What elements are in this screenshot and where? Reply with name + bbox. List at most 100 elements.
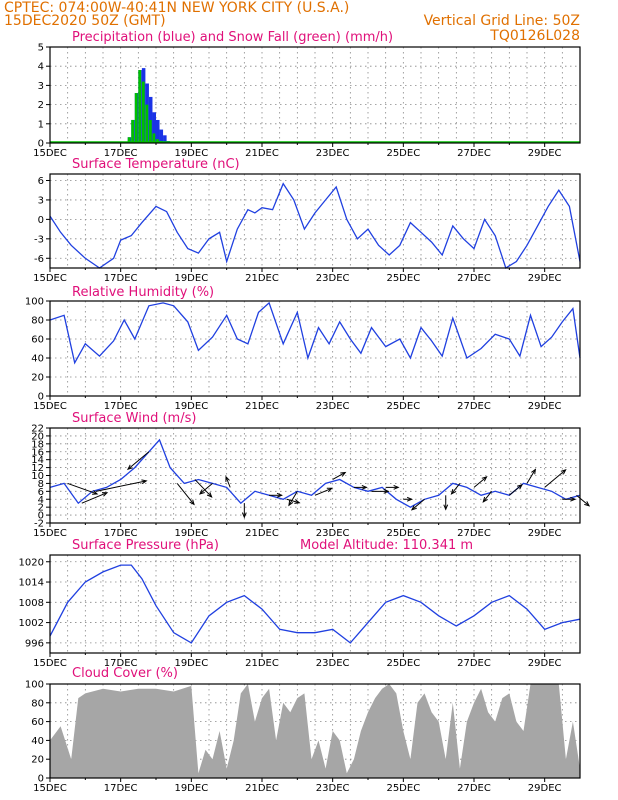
temp-xtick-label: 19DEC [174, 273, 208, 284]
pres-altitude: Model Altitude: 110.341 m [300, 538, 473, 553]
wind-arrow [526, 469, 536, 484]
wind-arrow [199, 483, 213, 495]
wind-arrow-head [531, 468, 537, 475]
wind-arrow [288, 491, 298, 506]
header-grid-note: Vertical Grid Line: 50Z [424, 13, 580, 29]
rh-line [49, 301, 581, 365]
precip-bar [159, 129, 164, 143]
wind-arrow [314, 487, 332, 496]
wind-arrow [451, 483, 461, 495]
panel-precipitation: Precipitation (blue) and Snow Fall (gree… [33, 30, 581, 159]
cloud-xtick-label: 15DEC [33, 783, 67, 794]
snow-bar [148, 119, 152, 143]
cloud-ytick-label: 0 [38, 774, 44, 785]
pres-xtick-label: 23DEC [316, 658, 350, 669]
cloud-area [50, 684, 580, 778]
wind-arrow [81, 492, 108, 504]
wind-xtick-label: 19DEC [174, 528, 208, 539]
rh-xtick-label: 17DEC [104, 401, 138, 412]
temp-ytick-label: 6 [38, 176, 44, 187]
panel-wind: Surface Wind (m/s) -20246810121416182022… [31, 411, 591, 539]
wind-ytick-label: 2 [38, 503, 44, 514]
pres-ytick-label: 1020 [19, 557, 44, 568]
wind-arrow-head [517, 483, 523, 490]
wind-arrow-head [481, 476, 488, 482]
wind-arrow-head [198, 489, 205, 495]
wind-arrow-head [276, 492, 283, 498]
wind-xtick-label: 17DEC [104, 528, 138, 539]
wind-ytick-label: 18 [31, 439, 44, 450]
wind-arrow [482, 491, 493, 503]
pres-xtick-label: 19DEC [174, 658, 208, 669]
wind-title: Surface Wind (m/s) [72, 411, 196, 426]
snow-bar [156, 139, 159, 143]
wind-xtick-label: 15DEC [33, 528, 67, 539]
temp-plot: -6 -3 0 3 6 15DEC 17DEC 19DEC 21DEC 23DEC 25DEC 27D… [33, 173, 581, 284]
temp-line [49, 182, 581, 269]
precip-xtick-label: 15DEC [33, 148, 67, 159]
precip-ytick-label: 2 [38, 100, 44, 111]
cloud-xtick-label: 25DEC [386, 783, 420, 794]
rh-xtick-label: 19DEC [174, 401, 208, 412]
wind-arrow-head [584, 501, 591, 507]
wind-ytick-label: 14 [31, 455, 44, 466]
wind-arrow-head [393, 484, 400, 490]
wind-arrow [67, 482, 98, 495]
wind-arrow-head [443, 504, 449, 511]
wind-ytick-label: 16 [31, 447, 44, 458]
precip-frame [49, 46, 581, 144]
wind-ytick-label: 20 [31, 431, 44, 442]
wind-arrow-head [560, 469, 567, 475]
wind-arrow [95, 480, 147, 492]
wind-arrow [176, 483, 195, 505]
precip-xtick-label: 21DEC [245, 148, 279, 159]
wind-xtick-label: 25DEC [386, 528, 420, 539]
precip-bar [152, 112, 156, 143]
temp-ytick-label: -6 [34, 254, 44, 265]
cloud-ytick-label: 80 [31, 698, 44, 709]
wind-arrow-head [225, 475, 230, 482]
wind-arrow-head [126, 464, 133, 471]
pres-xtick-label: 15DEC [33, 658, 67, 669]
wind-arrow-head [482, 496, 488, 503]
wind-ytick-label: 0 [38, 511, 44, 522]
wind-arrow [127, 451, 150, 470]
wind-ytick-label: 22 [31, 424, 44, 435]
temp-xtick-label: 23DEC [316, 273, 350, 284]
wind-arrow [286, 498, 300, 504]
rh-ytick-label: 0 [38, 392, 44, 403]
precip-xtick-label: 29DEC [528, 148, 562, 159]
cloud-ytick-label: 100 [25, 680, 44, 691]
rh-xtick-label: 29DEC [528, 401, 562, 412]
wind-ytick-label: 6 [38, 487, 44, 498]
header-date: 15DEC2020 50Z (GMT) [4, 13, 166, 29]
wind-ytick-label: 4 [38, 495, 44, 506]
temp-title: Surface Temperature (nC) [72, 157, 240, 172]
wind-arrow [473, 476, 487, 488]
wind-arrow-head [241, 512, 247, 519]
cloud-ytick-label: 60 [31, 717, 44, 728]
cloud-ytick-label: 20 [31, 755, 44, 766]
wind-xtick-label: 23DEC [316, 528, 350, 539]
panel-humidity: Relative Humidity (%) 0 20 40 60 80 100 15DEC 1… [25, 285, 581, 412]
pres-xtick-label: 29DEC [528, 658, 562, 669]
wind-arrow-head [406, 496, 414, 502]
panel-temperature: Surface Temperature (nC) -6 -3 0 3 6 15DEC 17D… [33, 157, 581, 284]
precip-xtick-label: 27DEC [457, 148, 491, 159]
pres-xtick-label: 25DEC [386, 658, 420, 669]
wind-arrow-head [101, 492, 109, 497]
rh-xtick-label: 23DEC [316, 401, 350, 412]
wind-arrow-head [294, 499, 301, 504]
cloud-xtick-label: 21DEC [245, 783, 279, 794]
panel-pressure: Surface Pressure (hPa) Model Altitude: 1… [19, 538, 581, 669]
cloud-plot: 0 20 40 60 80 100 15DEC 17DEC 19DEC 21DEC 23DEC 25D… [25, 680, 581, 794]
snow-bar [152, 133, 156, 143]
wind-arrow-head [141, 479, 148, 485]
rh-ytick-label: 80 [31, 316, 44, 327]
panel-cloud: Cloud Cover (%) 0 20 40 60 80 100 15DEC 17DEC 19… [25, 666, 581, 794]
pres-title: Surface Pressure (hPa) [72, 538, 219, 553]
temp-xtick-label: 21DEC [245, 273, 279, 284]
snow-bar [138, 70, 142, 143]
